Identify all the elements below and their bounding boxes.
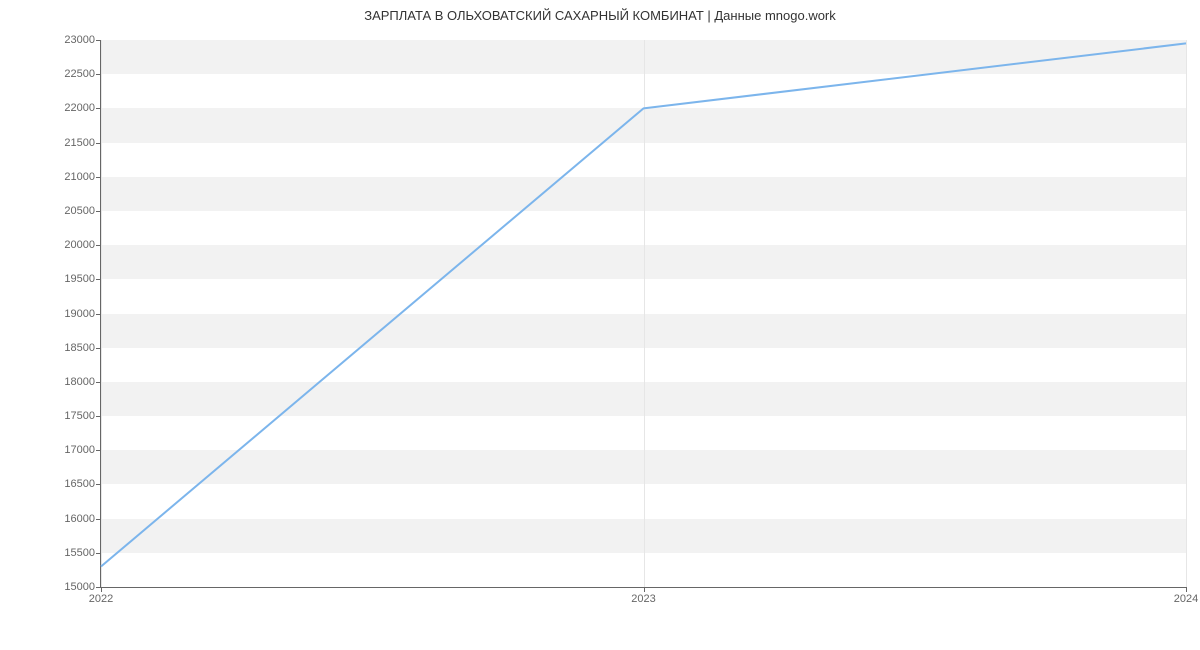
x-axis-label: 2024 bbox=[1174, 587, 1198, 605]
salary-chart: ЗАРПЛАТА В ОЛЬХОВАТСКИЙ САХАРНЫЙ КОМБИНА… bbox=[0, 0, 1200, 650]
line-series bbox=[101, 40, 1186, 587]
salary-line bbox=[101, 43, 1186, 566]
plot-area: 1500015500160001650017000175001800018500… bbox=[100, 40, 1186, 588]
chart-title: ЗАРПЛАТА В ОЛЬХОВАТСКИЙ САХАРНЫЙ КОМБИНА… bbox=[0, 8, 1200, 23]
x-axis-label: 2023 bbox=[631, 587, 655, 605]
x-gridline bbox=[1186, 40, 1187, 587]
x-axis-label: 2022 bbox=[89, 587, 113, 605]
